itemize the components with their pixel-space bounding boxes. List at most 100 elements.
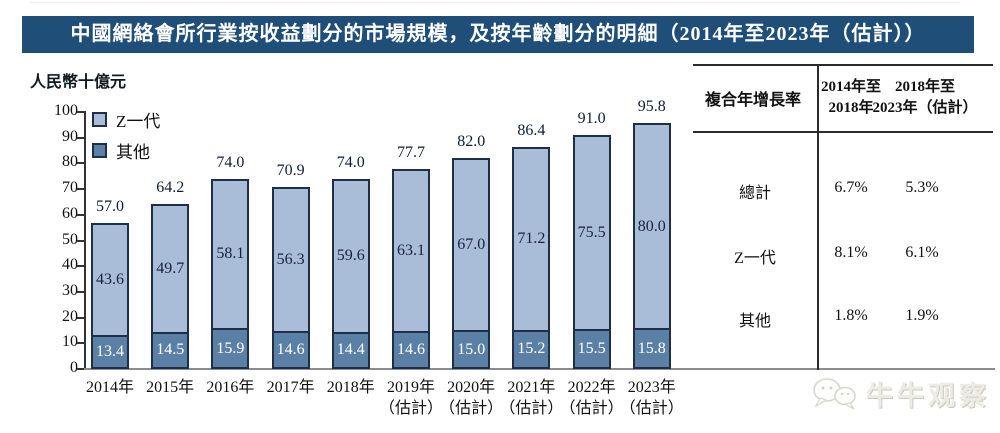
bar-2021年: 71.2 15.2 — [512, 146, 551, 369]
bar-segment-other: 15.5 — [572, 329, 611, 369]
y-tick-label: 80 — [62, 153, 78, 171]
bar-segment-genz: 49.7 — [151, 204, 190, 332]
bar-total-label: 77.7 — [397, 144, 425, 162]
bar-segment-genz: 80.0 — [632, 122, 671, 329]
x-axis-label: 2017年 — [249, 377, 333, 398]
table-header-period-2-line2: 2023年（估計） — [872, 100, 978, 116]
bar-total-label: 82.0 — [457, 133, 486, 151]
x-axis-label-estimate: （估計） — [378, 400, 443, 417]
cagr-table: 複合年增長率 2014年至 2018年 2018年至 2023年（估計） 總計 … — [693, 57, 995, 370]
figure-title: 中國網絡會所行業按收益劃分的市場規模，及按年齡劃分的明細（2014年至2023年… — [22, 16, 974, 53]
y-axis-line — [84, 111, 86, 369]
bar-total-label: 64.2 — [156, 179, 185, 196]
bar-2020年: 67.0 15.0 — [452, 158, 491, 369]
legend-swatch-other-icon — [92, 143, 107, 158]
x-axis-label-year: 2018年 — [326, 379, 375, 396]
bar-total-label: 91.0 — [577, 110, 606, 128]
bar-segment-other: 15.2 — [512, 329, 551, 369]
bar-segment-other: 14.6 — [392, 331, 430, 369]
x-axis-label-estimate: （估計） — [619, 400, 684, 417]
x-axis-label-estimate: （估計） — [499, 400, 564, 417]
legend-item-other: 其他 — [92, 138, 160, 163]
x-axis-label-year: 2016年 — [206, 379, 255, 396]
bar-2017年: 56.3 14.6 — [271, 186, 310, 369]
table-cell-genz-period1: 8.1% — [834, 244, 868, 261]
bar-total-label: 95.8 — [637, 97, 666, 115]
x-axis-label-year: 2019年 — [386, 379, 435, 396]
table-cell-other-period1: 1.8% — [834, 307, 868, 324]
y-tick-label: 60 — [62, 204, 78, 222]
y-tick-label: 20 — [62, 307, 78, 325]
bar-segment-genz: 75.5 — [572, 135, 611, 330]
bar-total-label: 74.0 — [216, 153, 245, 171]
x-axis-label: 2015年 — [128, 377, 212, 398]
bar-2018年: 59.6 14.4 — [331, 178, 370, 369]
y-tick-label: 30 — [62, 281, 78, 299]
y-tick-mark — [77, 239, 84, 242]
x-axis-label: 2014年 — [68, 377, 152, 398]
y-tick-label: 70 — [62, 179, 78, 197]
bar-segment-other: 13.4 — [91, 334, 129, 369]
legend-label-other: 其他 — [116, 143, 150, 162]
y-tick-mark — [77, 265, 84, 268]
bar-2022年: 75.5 15.5 — [572, 135, 611, 369]
y-tick-mark — [77, 342, 84, 345]
y-tick-mark — [77, 316, 84, 319]
table-header-rule — [693, 131, 993, 133]
y-tick-mark — [77, 213, 84, 216]
x-axis-label-year: 2014年 — [85, 379, 134, 396]
x-axis-label-year: 2023年 — [627, 379, 676, 396]
x-axis-line — [84, 368, 995, 370]
wechat-chat-bubbles-icon — [813, 377, 856, 410]
bar-segment-other: 15.0 — [452, 330, 491, 369]
x-axis-label: 2022年 （估計） — [550, 377, 634, 419]
bar-2015年: 49.7 14.5 — [151, 204, 190, 369]
bar-segment-other: 14.4 — [331, 331, 370, 369]
bar-segment-genz: 67.0 — [452, 158, 491, 331]
bar-2023年: 80.0 15.8 — [632, 122, 671, 369]
x-axis-label-year: 2021年 — [507, 379, 556, 396]
bar-segment-other: 14.5 — [151, 331, 190, 369]
y-axis-unit-label: 人民幣十億元 — [30, 74, 127, 91]
x-axis-label-estimate: （估計） — [559, 400, 624, 417]
x-axis-label: 2023年 （估計） — [610, 377, 694, 419]
table-cell-total-period2: 5.3% — [905, 179, 939, 196]
x-axis-label-year: 2017年 — [266, 379, 315, 396]
y-tick-label: 0 — [70, 359, 78, 376]
y-tick-mark — [77, 368, 84, 370]
bar-total-label: 70.9 — [276, 161, 305, 179]
x-axis-label: 2020年 （估計） — [429, 377, 513, 419]
y-tick-mark — [77, 290, 84, 293]
y-tick-label: 10 — [62, 333, 78, 351]
y-tick-label: 50 — [62, 230, 78, 248]
table-header-period-2: 2018年至 2023年（估計） — [869, 77, 981, 119]
y-tick-mark — [77, 136, 84, 139]
x-axis-label: 2021年 （估計） — [489, 377, 573, 419]
table-header-period-2-line1: 2018年至 — [894, 79, 955, 95]
legend-item-genz: Z一代 — [92, 107, 160, 132]
bar-2016年: 58.1 15.9 — [211, 178, 250, 369]
bar-segment-genz: 58.1 — [211, 178, 250, 329]
x-axis-label-year: 2015年 — [146, 379, 195, 396]
table-cell-genz-period2: 6.1% — [905, 244, 939, 261]
bar-segment-genz: 63.1 — [392, 169, 430, 332]
y-tick-mark — [77, 188, 84, 191]
table-cell-other-period2: 1.9% — [905, 307, 939, 324]
table-row-label-other: 其他 — [738, 313, 771, 330]
bar-segment-genz: 59.6 — [331, 178, 370, 332]
y-tick-label: 40 — [62, 256, 78, 274]
bar-segment-other: 15.8 — [632, 328, 671, 369]
legend-swatch-genz-icon — [92, 112, 107, 127]
top-divider — [30, 2, 960, 3]
x-axis-label-estimate: （估計） — [439, 400, 504, 417]
x-axis-label-year: 2020年 — [447, 379, 496, 396]
table-column-rule — [817, 64, 819, 370]
legend-label-genz: Z一代 — [116, 112, 161, 131]
table-row-label-genz: Z一代 — [734, 250, 776, 267]
y-tick-label: 90 — [62, 127, 78, 145]
bar-segment-other: 15.9 — [211, 328, 250, 369]
x-axis-label: 2016年 — [188, 377, 272, 398]
bar-2014年: 43.6 13.4 — [91, 222, 129, 369]
watermark-text: 牛牛观察 — [866, 381, 990, 411]
